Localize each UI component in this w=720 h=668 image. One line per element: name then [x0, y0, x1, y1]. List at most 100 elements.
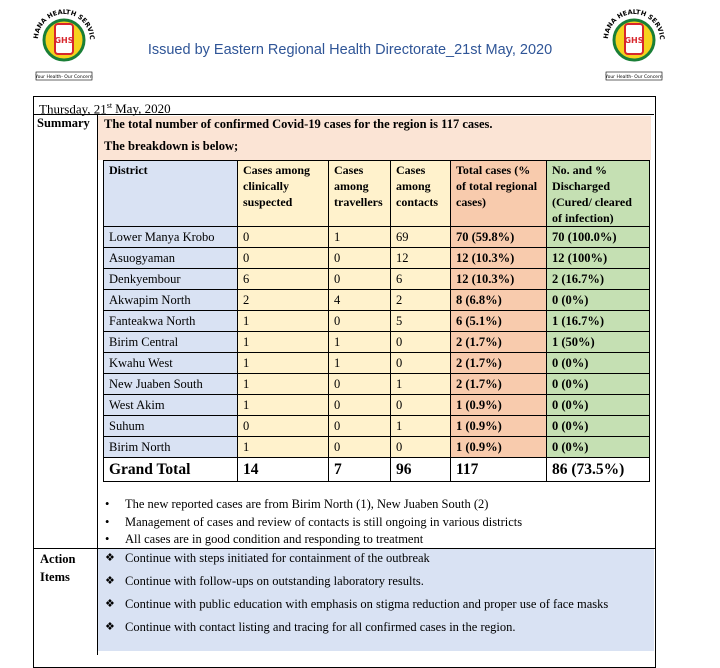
table-cell: 1 — [237, 331, 329, 353]
table-cell: Lower Manya Krobo — [103, 226, 238, 248]
table-cell: 1 — [328, 331, 391, 353]
table-cell: 0 — [328, 247, 391, 269]
table-row: Suhum 0 0 1 1 (0.9%) 0 (0%) — [103, 415, 650, 437]
table-cell: 0 — [328, 436, 391, 458]
table-cell: 1 — [237, 436, 329, 458]
table-cell: 5 — [390, 310, 451, 332]
table-cell: 2 — [237, 289, 329, 311]
total-cell: 117 — [450, 457, 547, 482]
table-cell: 2 (1.7%) — [450, 331, 547, 353]
column-header: Total cases (% of total regional cases) — [450, 160, 547, 227]
table-cell: 0 — [390, 352, 451, 374]
table-cell: West Akim — [103, 394, 238, 416]
table-cell: 0 — [390, 436, 451, 458]
table-cell: 1 — [237, 352, 329, 374]
table-cell: 0 — [390, 394, 451, 416]
table-cell: Asuogyaman — [103, 247, 238, 269]
page: {"logo": {"name": "GHANA HEALTH SERVICE"… — [0, 0, 720, 651]
total-cell: 96 — [390, 457, 451, 482]
table-cell: 2 — [390, 289, 451, 311]
table-cell: Akwapim North — [103, 289, 238, 311]
bullet: All cases are in good condition and resp… — [105, 531, 522, 549]
column-header: District — [103, 160, 238, 227]
table-cell: Kwahu West — [103, 352, 238, 374]
table-cell: Birim Central — [103, 331, 238, 353]
table-row: Akwapim North 2 4 2 8 (6.8%) 0 (0%) — [103, 289, 650, 311]
total-cell: Grand Total — [103, 457, 238, 482]
logo: GHANA HEALTH SERVICE GHS Your Health- Ou… — [598, 2, 666, 81]
table-cell: 0 (0%) — [546, 394, 650, 416]
table-cell: 0 — [328, 394, 391, 416]
breakdown: The breakdown is below; — [104, 139, 239, 153]
action-item: Continue with contact listing and tracin… — [105, 616, 608, 639]
table-row: Fanteakwa North 1 0 5 6 (5.1%) 1 (16.7%) — [103, 310, 650, 332]
table-cell: 12 — [390, 247, 451, 269]
table-cell: 0 (0%) — [546, 289, 650, 311]
header-row: District Cases among clinically suspected… — [103, 160, 650, 227]
table-cell: 0 — [328, 373, 391, 395]
table-cell: 8 (6.8%) — [450, 289, 547, 311]
table-cell: Birim North — [103, 436, 238, 458]
logo-initials: GHS — [624, 36, 643, 45]
table-cell: 0 — [390, 331, 451, 353]
table-cell: 0 (0%) — [546, 373, 650, 395]
table-cell: 1 (0.9%) — [450, 436, 547, 458]
table-cell: 1 (0.9%) — [450, 415, 547, 437]
bullet: The new reported cases are from Birim No… — [105, 496, 522, 514]
headline: The total number of confirmed Covid-19 c… — [104, 117, 493, 131]
table-cell: 1 (0.9%) — [450, 394, 547, 416]
table-row: New Juaben South 1 0 1 2 (1.7%) 0 (0%) — [103, 373, 650, 395]
column-header: No. and % Discharged (Cured/ cleared of … — [546, 160, 650, 227]
table-cell: Denkyembour — [103, 268, 238, 290]
table-cell: 6 — [390, 268, 451, 290]
column-header: Cases among travellers — [328, 160, 391, 227]
table-cell: 1 — [390, 415, 451, 437]
table-cell: 0 — [328, 310, 391, 332]
action-item: Continue with steps initiated for contai… — [105, 547, 608, 570]
column-header: Cases among clinically suspected — [237, 160, 329, 227]
table-cell: 70 (59.8%) — [450, 226, 547, 248]
summary-bg — [98, 116, 651, 160]
date-rest: May, 2020 — [115, 101, 171, 117]
table-cell: 1 (50%) — [546, 331, 650, 353]
bullet-list: The new reported cases are from Birim No… — [105, 496, 522, 549]
table-cell: 70 (100.0%) — [546, 226, 650, 248]
table-cell: Suhum — [103, 415, 238, 437]
logo-banner — [605, 71, 663, 81]
table-row: Birim North 1 0 0 1 (0.9%) 0 (0%) — [103, 436, 650, 458]
table-cell: 0 (0%) — [546, 352, 650, 374]
total-cell: 14 — [237, 457, 329, 482]
table-cell: 12 (10.3%) — [450, 247, 547, 269]
table-cell: 6 — [237, 268, 329, 290]
table-cell: New Juaben South — [103, 373, 238, 395]
table-row: Kwahu West 1 1 0 2 (1.7%) 0 (0%) — [103, 352, 650, 374]
logo-initials: GHS — [54, 36, 73, 45]
table-cell: 2 (1.7%) — [450, 373, 547, 395]
table-cell: 2 (16.7%) — [546, 268, 650, 290]
title: Issued by Eastern Regional Health Direct… — [147, 42, 553, 58]
table-row: Denkyembour 6 0 6 12 (10.3%) 2 (16.7%) — [103, 268, 650, 290]
table-cell: 0 — [237, 226, 329, 248]
table-row: West Akim 1 0 0 1 (0.9%) 0 (0%) — [103, 394, 650, 416]
table-cell: 1 — [237, 394, 329, 416]
table-cell: 2 (1.7%) — [450, 352, 547, 374]
table-cell: 1 (16.7%) — [546, 310, 650, 332]
table-cell: 12 (10.3%) — [450, 268, 547, 290]
table-cell: 1 — [328, 226, 391, 248]
table-cell: 6 (5.1%) — [450, 310, 547, 332]
date-suffix: st — [106, 101, 113, 110]
table-row: Birim Central 1 1 0 2 (1.7%) 1 (50%) — [103, 331, 650, 353]
divider — [97, 115, 98, 655]
table-cell: Fanteakwa North — [103, 310, 238, 332]
action-list: Continue with steps initiated for contai… — [105, 547, 608, 639]
logo-motto: Your Health- Our Concern — [604, 74, 662, 80]
table-cell: 12 (100%) — [546, 247, 650, 269]
logo: GHANA HEALTH SERVICE GHS Your Health- Ou… — [28, 2, 96, 81]
table-cell: 69 — [390, 226, 451, 248]
table-cell: 0 (0%) — [546, 415, 650, 437]
total-cell: 7 — [328, 457, 391, 482]
table-cell: 0 — [328, 268, 391, 290]
table-cell: 1 — [390, 373, 451, 395]
table-cell: 4 — [328, 289, 391, 311]
table-cell: 1 — [328, 352, 391, 374]
